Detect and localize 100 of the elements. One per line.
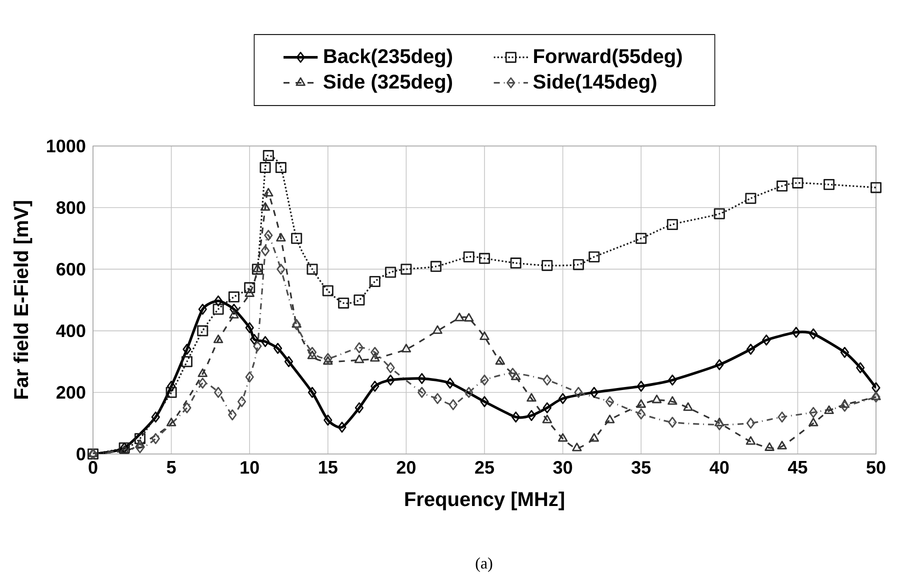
- point: [558, 433, 568, 442]
- point: [558, 393, 568, 404]
- point: [260, 202, 270, 211]
- point: [840, 400, 849, 412]
- point: [448, 399, 458, 410]
- point: [166, 418, 176, 426]
- point: [652, 394, 662, 404]
- point: [870, 182, 882, 194]
- point: [590, 386, 598, 398]
- point: [432, 325, 442, 334]
- x-tick-label: 15: [319, 461, 338, 474]
- point: [275, 162, 286, 174]
- point: [292, 319, 301, 330]
- point: [480, 331, 490, 340]
- point: [354, 402, 364, 414]
- point: [401, 344, 412, 352]
- y-tick-label: 200: [56, 386, 86, 399]
- point: [480, 396, 489, 408]
- point: [322, 285, 334, 296]
- point: [370, 353, 380, 362]
- point: [197, 325, 208, 336]
- point: [764, 442, 774, 451]
- point: [668, 416, 677, 428]
- point: [252, 264, 263, 275]
- point: [324, 414, 332, 426]
- point: [253, 340, 262, 352]
- legend-label: Side(145deg): [533, 74, 656, 93]
- point: [809, 406, 818, 418]
- point: [273, 342, 282, 354]
- legend-label: Forward(55deg): [534, 48, 682, 68]
- point: [214, 295, 223, 306]
- x-tick-label: 20: [396, 461, 416, 474]
- point: [666, 219, 678, 230]
- point: [244, 282, 256, 294]
- point: [446, 378, 454, 389]
- point: [237, 396, 246, 408]
- point: [276, 264, 286, 275]
- x-tick-label: 45: [788, 461, 808, 474]
- point: [856, 362, 865, 374]
- point: [464, 312, 474, 322]
- y-axis-title: Far field E-Field [mV]: [14, 201, 32, 399]
- point: [228, 409, 237, 420]
- point: [276, 232, 286, 242]
- point: [260, 336, 270, 348]
- point: [495, 356, 506, 365]
- point: [292, 319, 302, 328]
- point: [214, 386, 223, 398]
- point: [636, 380, 646, 392]
- point: [824, 178, 835, 190]
- x-tick-label: 10: [240, 461, 259, 474]
- point: [136, 442, 144, 454]
- point: [354, 354, 364, 364]
- point: [386, 362, 395, 374]
- point: [400, 264, 412, 275]
- point: [636, 232, 647, 244]
- point: [323, 356, 333, 365]
- point: [229, 310, 239, 318]
- x-tick-label: 35: [632, 461, 651, 474]
- point: [510, 371, 521, 380]
- point: [746, 418, 756, 429]
- point: [198, 368, 208, 378]
- point: [430, 260, 442, 272]
- point: [840, 346, 849, 358]
- point: [386, 374, 395, 386]
- x-tick-label: 30: [553, 461, 572, 474]
- point: [526, 393, 536, 402]
- point: [212, 304, 224, 315]
- point: [808, 418, 818, 426]
- point: [213, 334, 224, 344]
- point: [572, 442, 582, 452]
- point: [230, 304, 238, 315]
- point: [182, 402, 192, 414]
- y-tick-label: 400: [56, 324, 86, 338]
- point: [777, 440, 787, 450]
- point: [181, 356, 192, 368]
- point: [260, 162, 271, 174]
- x-axis-title: Frequency [MHz]: [405, 492, 564, 510]
- point: [542, 374, 552, 386]
- point: [636, 408, 646, 420]
- point: [714, 418, 724, 426]
- point: [480, 374, 489, 386]
- point: [151, 433, 160, 444]
- point: [284, 356, 294, 368]
- point: [228, 291, 240, 302]
- point: [746, 436, 756, 445]
- point: [291, 232, 302, 244]
- point: [778, 412, 786, 423]
- point: [385, 266, 396, 278]
- point: [588, 251, 600, 262]
- point: [338, 298, 350, 309]
- point: [198, 304, 207, 315]
- point: [324, 353, 332, 364]
- point: [510, 258, 522, 269]
- point: [872, 392, 880, 403]
- point: [542, 260, 553, 271]
- point: [244, 288, 254, 297]
- y-tick-label: 800: [56, 201, 86, 214]
- point: [252, 264, 262, 272]
- point: [604, 414, 615, 424]
- point: [308, 386, 317, 398]
